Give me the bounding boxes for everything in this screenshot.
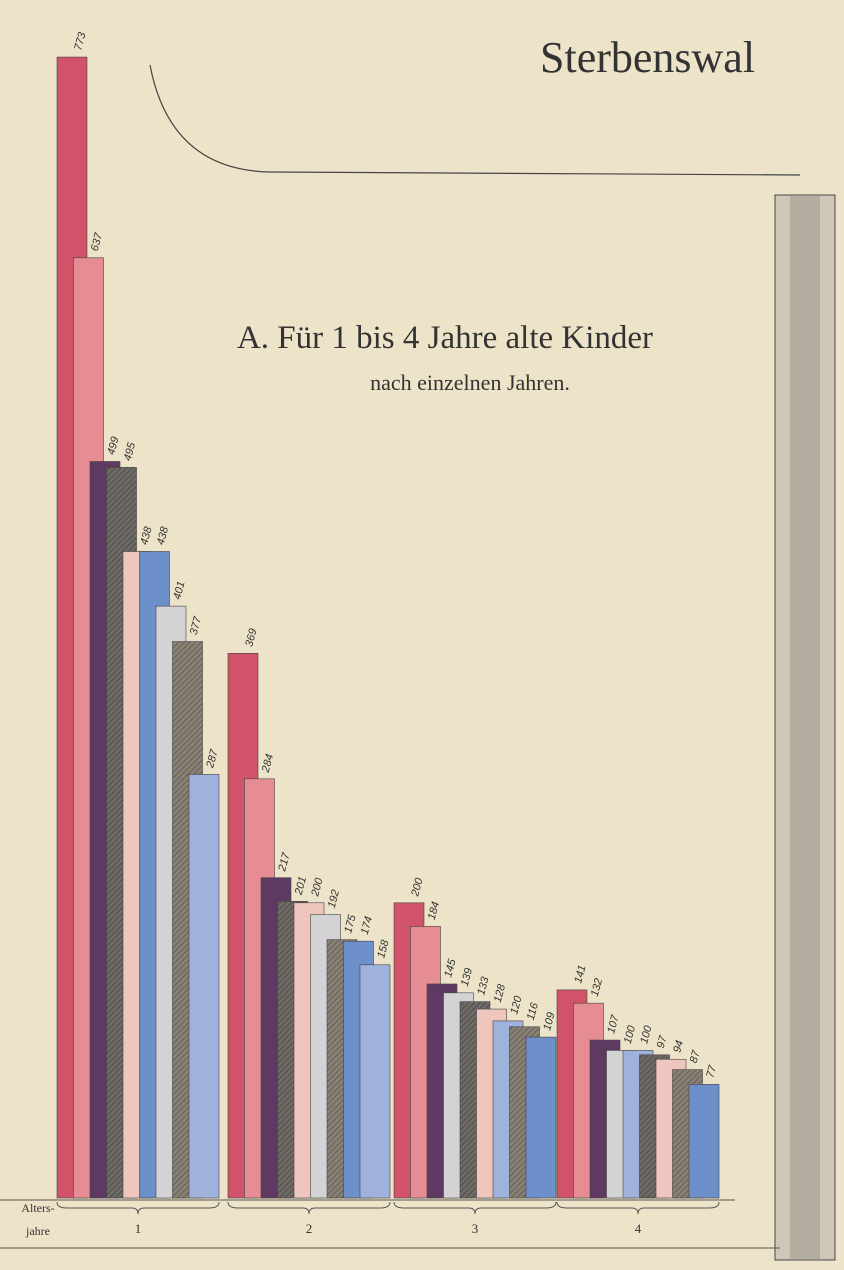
value-label: 637 <box>89 231 106 253</box>
group-brace <box>57 1202 219 1214</box>
value-label: 141 <box>572 964 588 985</box>
value-label: 133 <box>475 975 492 997</box>
value-label: 377 <box>188 615 205 637</box>
value-label: 438 <box>155 525 172 547</box>
x-tick-label: 2 <box>306 1221 313 1236</box>
value-label: 94 <box>671 1039 686 1054</box>
header: Sterbenswal <box>540 33 755 82</box>
value-label: 438 <box>138 525 155 547</box>
value-label: 200 <box>409 876 426 899</box>
chart: Sterbenswal A. Für 1 bis 4 Jahre alte Ki… <box>0 0 844 1270</box>
bar <box>360 965 390 1198</box>
scroll-shade <box>790 195 820 1260</box>
bar <box>189 774 219 1198</box>
value-label: 174 <box>359 915 375 936</box>
value-label: 192 <box>326 889 342 910</box>
value-label: 116 <box>525 1001 541 1022</box>
value-label: 175 <box>342 913 359 935</box>
x-axis-label: Alters- <box>21 1201 54 1215</box>
value-label: 495 <box>122 440 139 462</box>
value-label: 499 <box>105 435 121 456</box>
bar <box>526 1037 556 1198</box>
chart-title: A. Für 1 bis 4 Jahre alte Kinder <box>237 320 653 356</box>
value-label: 145 <box>442 957 459 979</box>
group-brace <box>228 1202 390 1214</box>
x-tick-label: 4 <box>635 1221 642 1236</box>
group-brace <box>394 1202 556 1214</box>
value-label: 284 <box>260 753 277 775</box>
value-label: 100 <box>622 1023 639 1045</box>
value-label: 773 <box>72 30 89 52</box>
bar <box>689 1084 719 1198</box>
value-label: 100 <box>638 1023 655 1045</box>
value-label: 107 <box>605 1013 622 1035</box>
value-label: 200 <box>309 876 326 899</box>
value-label: 139 <box>459 967 475 988</box>
value-label: 158 <box>375 938 392 960</box>
value-label: 401 <box>171 580 187 601</box>
value-label: 201 <box>293 875 310 897</box>
value-label: 120 <box>508 994 525 1016</box>
x-tick-label: 3 <box>472 1221 479 1236</box>
value-label: 87 <box>688 1049 703 1065</box>
value-label: 109 <box>541 1011 557 1032</box>
value-label: 217 <box>276 851 293 874</box>
value-label: 369 <box>243 627 259 648</box>
value-label: 128 <box>492 982 509 1004</box>
group-brace <box>557 1202 719 1214</box>
x-axis-label: jahre <box>25 1224 50 1238</box>
value-label: 97 <box>655 1034 670 1050</box>
value-label: 77 <box>704 1063 719 1079</box>
value-label: 132 <box>589 977 605 998</box>
x-tick-label: 1 <box>135 1221 142 1236</box>
value-label: 184 <box>426 900 442 921</box>
value-label: 287 <box>204 747 221 770</box>
chart-subtitle: nach einzelnen Jahren. <box>370 370 570 395</box>
